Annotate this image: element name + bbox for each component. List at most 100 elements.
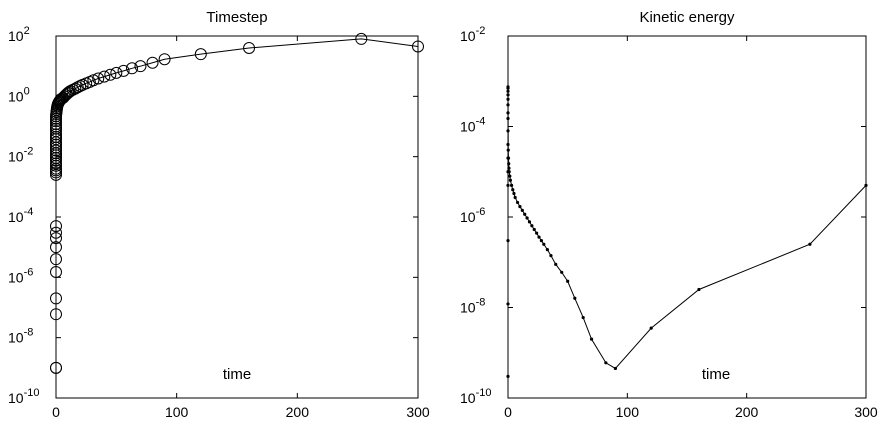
timestep-data-point — [50, 232, 62, 245]
kinetic-energy-data-point — [523, 212, 527, 216]
kinetic-energy-data-point — [506, 142, 510, 147]
kinetic-energy-data-point — [566, 279, 570, 283]
kinetic-energy-data-point — [560, 270, 564, 274]
kinetic-energy-data-point — [532, 227, 536, 232]
kinetic-energy-x-tick-label: 0 — [504, 404, 512, 420]
kinetic-energy-data-point — [554, 262, 558, 266]
kinetic-energy-data-point — [539, 239, 544, 243]
kinetic-energy-y-tick-label: 10-2 — [460, 25, 485, 44]
kinetic-energy-data-point — [506, 148, 510, 152]
kinetic-energy-data-point — [697, 287, 701, 292]
timestep-y-tick-label: 10-6 — [8, 266, 33, 285]
kinetic-energy-data-point — [506, 111, 510, 115]
kinetic-energy-y-tick-label: 10-8 — [460, 297, 485, 316]
timestep-x-tick-label: 0 — [52, 404, 60, 420]
kinetic-energy-data-point — [507, 170, 511, 174]
kinetic-energy-data-point — [549, 254, 553, 258]
timestep-series-markers — [50, 32, 424, 374]
kinetic-energy-data-point — [649, 326, 653, 330]
timestep-data-point — [194, 48, 207, 61]
timestep-data-point — [50, 226, 62, 239]
kinetic-energy-data-point — [507, 162, 511, 166]
timestep-data-point — [50, 118, 62, 131]
kinetic-energy-data-point — [542, 242, 546, 246]
kinetic-energy-data-point — [613, 366, 618, 371]
timestep-x-tick-label: 200 — [286, 404, 310, 420]
timestep-data-point — [50, 292, 62, 305]
kinetic-energy-data-point — [513, 195, 517, 200]
timestep-data-point — [50, 361, 62, 374]
timestep-data-point — [158, 53, 171, 66]
kinetic-energy-data-point — [512, 191, 516, 196]
timestep-data-point — [50, 308, 62, 321]
kinetic-energy-data-point — [506, 239, 510, 243]
timestep-data-point — [117, 64, 130, 77]
kinetic-energy-data-point — [508, 174, 512, 178]
kinetic-energy-data-point — [515, 200, 520, 205]
kinetic-energy-data-point — [518, 204, 522, 209]
timestep-y-tick-label: 10-8 — [8, 327, 33, 346]
kinetic-energy-data-point — [507, 166, 511, 170]
kinetic-energy-series-line — [507, 86, 867, 377]
kinetic-energy-x-tick-label: 200 — [735, 404, 759, 420]
timestep-chart: Timestep time 0 100 200 300 10-1010-810-610… — [8, 9, 430, 420]
kinetic-energy-data-point — [508, 178, 512, 182]
timestep-x-axis-label: time — [223, 366, 251, 383]
kinetic-energy-data-point — [509, 183, 514, 187]
timestep-series-line — [55, 38, 419, 368]
timestep-data-point — [110, 66, 123, 79]
kinetic-energy-data-point — [581, 315, 585, 320]
timestep-data-point — [134, 60, 147, 73]
kinetic-energy-data-point — [506, 89, 510, 93]
kinetic-energy-chart: Kinetic energy time 0 100 200 300 10-10 10-8… — [460, 9, 878, 420]
kinetic-energy-x-ticks: 0 100 200 300 — [504, 36, 878, 420]
kinetic-energy-y-ticks: 10-10 10-8 10-6 10-4 10-2 — [460, 25, 866, 406]
timestep-data-point — [126, 62, 139, 75]
kinetic-energy-data-point — [506, 85, 510, 89]
timestep-data-point — [50, 253, 62, 266]
kinetic-energy-data-point — [506, 103, 510, 107]
timestep-y-ticks: 10-10 10-8 10-6 10-4 10-2 100 102 — [8, 25, 418, 406]
kinetic-energy-y-tick-label: 10-4 — [460, 116, 485, 135]
kinetic-energy-x-tick-label: 100 — [616, 404, 640, 420]
timestep-data-point — [50, 128, 62, 141]
timestep-data-point — [146, 56, 159, 69]
kinetic-energy-data-point — [535, 231, 539, 235]
timestep-data-point — [355, 32, 368, 45]
kinetic-energy-data-point — [506, 93, 510, 97]
timestep-y-tick-label: 10-10 — [8, 387, 39, 406]
timestep-y-tick-label: 100 — [8, 85, 30, 104]
timestep-data-point — [50, 125, 62, 138]
timestep-x-tick-label: 100 — [165, 404, 189, 420]
kinetic-energy-y-tick-label: 10-6 — [460, 206, 485, 225]
kinetic-energy-data-point — [506, 97, 510, 101]
timestep-y-tick-label: 10-2 — [8, 146, 33, 165]
kinetic-energy-data-point — [511, 188, 515, 192]
kinetic-energy-data-point — [506, 116, 510, 121]
kinetic-energy-plot-frame — [507, 35, 867, 399]
kinetic-energy-data-point — [525, 216, 529, 220]
timestep-data-point — [50, 152, 62, 165]
timestep-data-point — [50, 241, 62, 254]
timestep-x-tick-label: 300 — [406, 404, 430, 420]
timestep-data-point — [60, 87, 73, 100]
timestep-data-point — [50, 157, 62, 170]
kinetic-energy-x-tick-label: 300 — [854, 404, 878, 420]
timestep-plot-frame — [55, 35, 419, 399]
timestep-x-ticks: 0 100 200 300 — [52, 36, 430, 420]
kinetic-energy-data-point — [506, 129, 510, 133]
kinetic-energy-data-point — [808, 242, 812, 246]
timestep-y-tick-label: 10-4 — [8, 206, 33, 225]
kinetic-energy-y-tick-label: 10-10 — [460, 387, 491, 406]
timestep-data-point — [98, 70, 111, 83]
kinetic-energy-series-markers — [506, 85, 868, 379]
timestep-data-point — [50, 130, 62, 143]
kinetic-energy-data-point — [527, 220, 532, 224]
kinetic-energy-data-point — [506, 156, 511, 160]
kinetic-energy-chart-title: Kinetic energy — [639, 9, 735, 26]
timestep-data-point — [50, 220, 62, 233]
kinetic-energy-data-point — [506, 302, 510, 306]
kinetic-energy-data-point — [506, 183, 510, 187]
kinetic-energy-data-point — [520, 208, 524, 212]
